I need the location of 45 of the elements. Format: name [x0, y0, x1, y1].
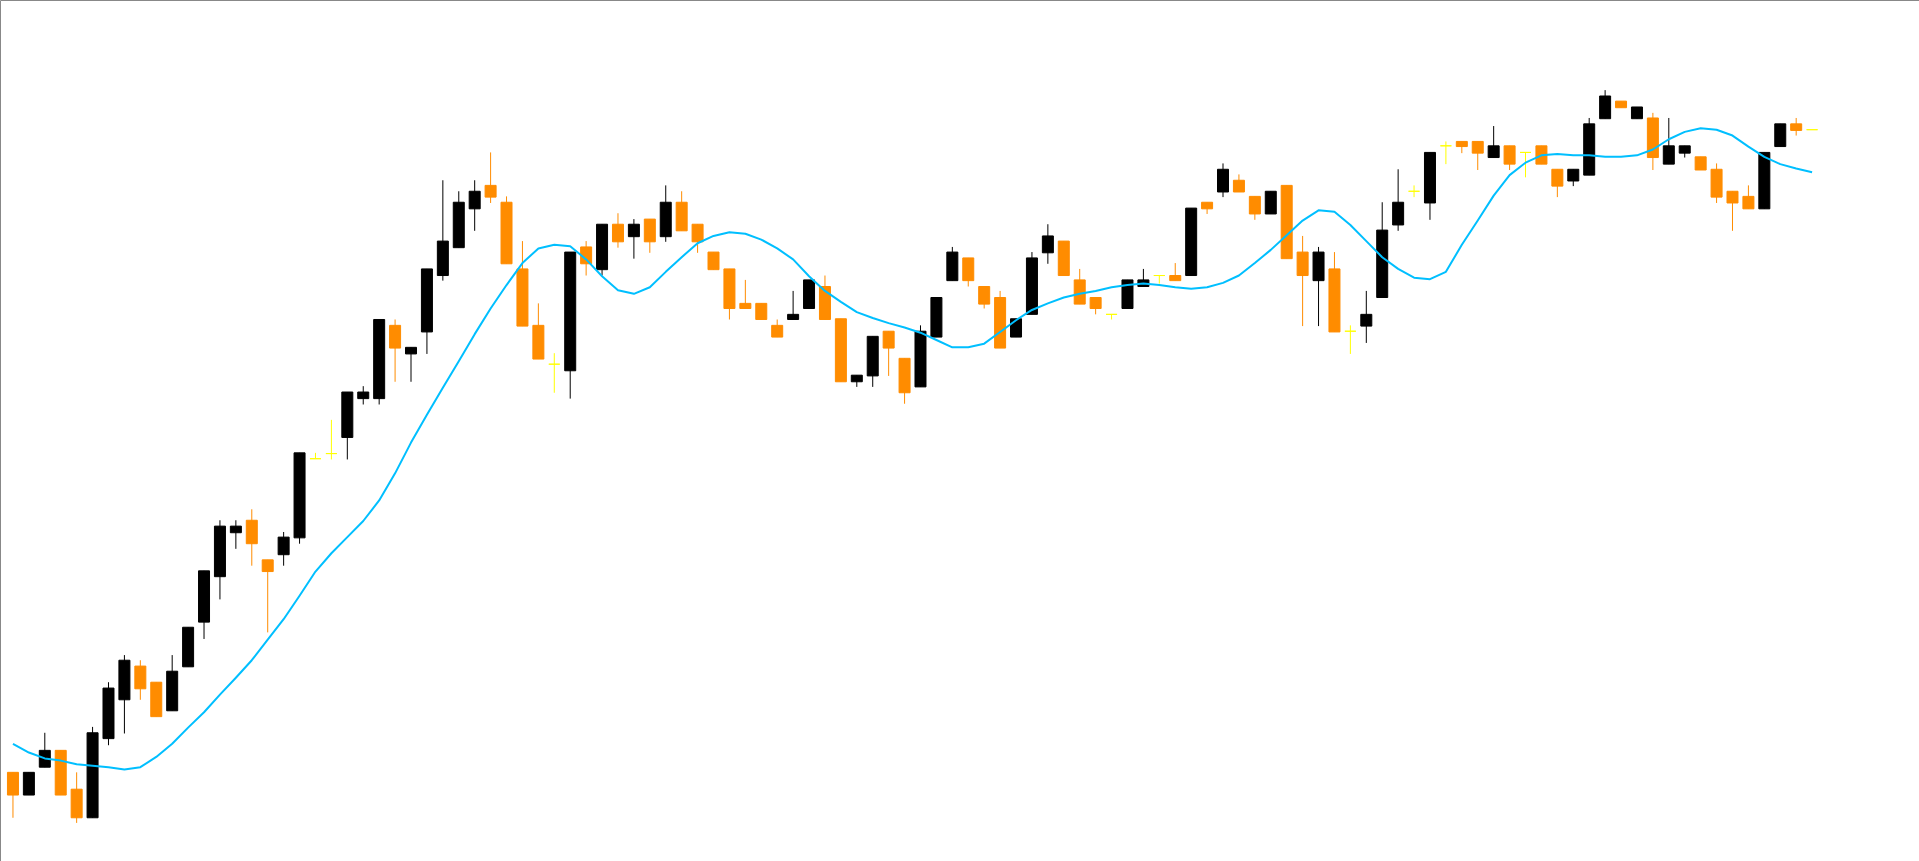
candlestick [1439, 140, 1452, 165]
candlestick [1551, 168, 1564, 198]
candlestick [548, 352, 561, 394]
candlestick [611, 212, 624, 249]
candlestick [1519, 151, 1532, 178]
candlestick [245, 508, 258, 567]
candlestick [1217, 162, 1229, 198]
candlestick [1041, 223, 1054, 265]
candlestick [643, 218, 656, 254]
candlestick [484, 151, 497, 204]
candlestick [1662, 117, 1675, 165]
candlestick [325, 419, 338, 460]
candlestick [405, 346, 417, 383]
candlestick [1599, 89, 1612, 120]
candlestick [389, 318, 402, 383]
candlestick [277, 531, 290, 567]
candlestick [22, 771, 35, 796]
candlestick [229, 519, 242, 550]
candlestick [261, 559, 274, 633]
candlestick [627, 218, 640, 260]
candlestick [1774, 123, 1787, 148]
candlestick [1487, 125, 1500, 159]
candlestick [134, 659, 147, 701]
candlestick [962, 257, 975, 288]
candlestick [1408, 184, 1421, 198]
candlestick [1248, 195, 1261, 221]
candlestick [357, 385, 370, 405]
candlestick [739, 279, 752, 309]
candlestick [1344, 324, 1357, 355]
candlestick [1010, 318, 1023, 338]
candlestick [1264, 190, 1277, 215]
candlestick [1153, 275, 1166, 285]
candlestick [882, 330, 895, 377]
candlestick [1471, 140, 1484, 171]
candlestick [1742, 184, 1755, 210]
candlestick [1503, 145, 1516, 171]
candlestick [1360, 290, 1373, 344]
candlestick [1392, 168, 1405, 232]
candlestick [6, 771, 19, 819]
candlestick [787, 290, 800, 320]
candlestick [1726, 190, 1739, 232]
candlestick [691, 223, 704, 254]
candlestick [1296, 235, 1309, 327]
candlestick [978, 286, 991, 309]
candlestick [468, 179, 481, 232]
